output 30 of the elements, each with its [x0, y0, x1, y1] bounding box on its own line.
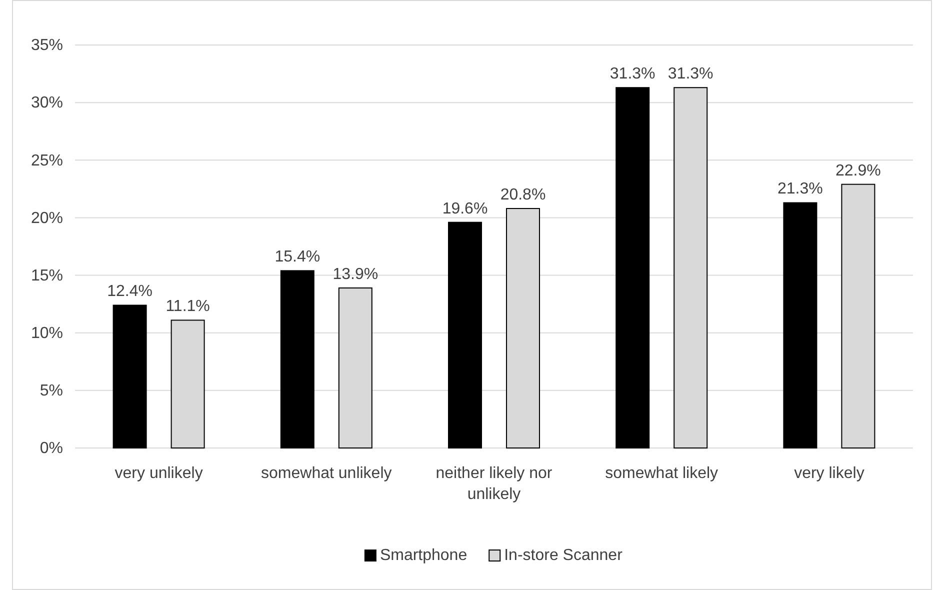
- y-tick-label: 15%: [30, 267, 63, 284]
- bar: [112, 304, 147, 448]
- x-tick-label: very unlikely: [114, 465, 203, 482]
- y-tick-label: 30%: [30, 94, 63, 112]
- data-label: 11.1%: [166, 298, 210, 316]
- legend-label: In-store Scanner: [504, 547, 624, 564]
- data-label: 31.3%: [610, 66, 656, 83]
- x-tick-label: somewhat likely: [605, 465, 718, 482]
- bar: [448, 222, 482, 448]
- y-tick-label: 5%: [40, 382, 63, 400]
- data-label: 21.3%: [778, 180, 823, 198]
- x-tick-label: neither likely nor unlikely: [436, 465, 553, 503]
- data-label: 12.4%: [107, 283, 152, 300]
- bar: [783, 202, 818, 448]
- data-label: 13.9%: [332, 266, 378, 283]
- bar: [616, 87, 650, 448]
- y-tick-label: 10%: [30, 324, 63, 342]
- data-label: 22.9%: [836, 162, 881, 180]
- x-tick-label: very likely: [794, 465, 864, 482]
- legend-label: Smartphone: [380, 547, 468, 564]
- y-tick-label: 25%: [30, 152, 63, 170]
- y-tick-label: 20%: [30, 210, 63, 227]
- data-label: 19.6%: [442, 200, 488, 218]
- y-tick-label: 0%: [40, 440, 63, 458]
- data-label: 20.8%: [500, 186, 546, 204]
- data-label: 31.3%: [668, 66, 714, 83]
- data-label: 15.4%: [274, 248, 320, 266]
- y-tick-label: 35%: [30, 37, 63, 54]
- x-tick-label: somewhat unlikely: [261, 465, 392, 482]
- bar: [280, 270, 314, 448]
